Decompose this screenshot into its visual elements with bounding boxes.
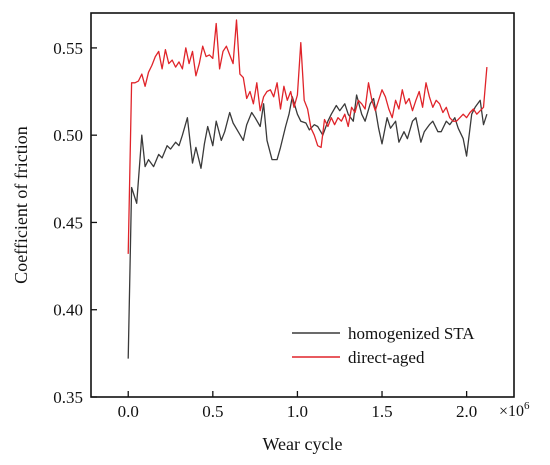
legend: homogenized STA direct-aged [292, 324, 475, 367]
y-tick-label: 0.50 [53, 126, 83, 145]
x-tick-label: 2.0 [456, 402, 477, 421]
plot-frame [90, 12, 515, 398]
legend-label-2: direct-aged [348, 348, 425, 367]
x-tick-label: 1.0 [287, 402, 308, 421]
x-tick-label: 0.0 [118, 402, 139, 421]
series-layer [127, 19, 488, 359]
y-tick-label: 0.35 [53, 388, 83, 407]
series-line-1 [127, 94, 488, 359]
y-tick-label: 0.40 [53, 301, 83, 320]
y-tick-label: 0.45 [53, 213, 83, 232]
y-tick-label: 0.55 [53, 39, 83, 58]
axes-layer: 0.0 0.5 1.0 1.5 2.0 0.35 0.40 0.45 0.50 0.55 [53, 39, 477, 421]
y-axis-label: Coefficient of friction [11, 126, 31, 284]
series-line-2 [127, 19, 488, 254]
x-axis-label: Wear cycle [263, 434, 343, 454]
legend-label-1: homogenized STA [348, 324, 475, 343]
x-axis-multiplier-base: ×10 [499, 403, 524, 420]
x-axis-multiplier: ×106 [499, 400, 530, 420]
x-tick-label: 1.5 [371, 402, 392, 421]
x-axis-multiplier-exponent: 6 [524, 400, 530, 412]
x-tick-label: 0.5 [202, 402, 223, 421]
